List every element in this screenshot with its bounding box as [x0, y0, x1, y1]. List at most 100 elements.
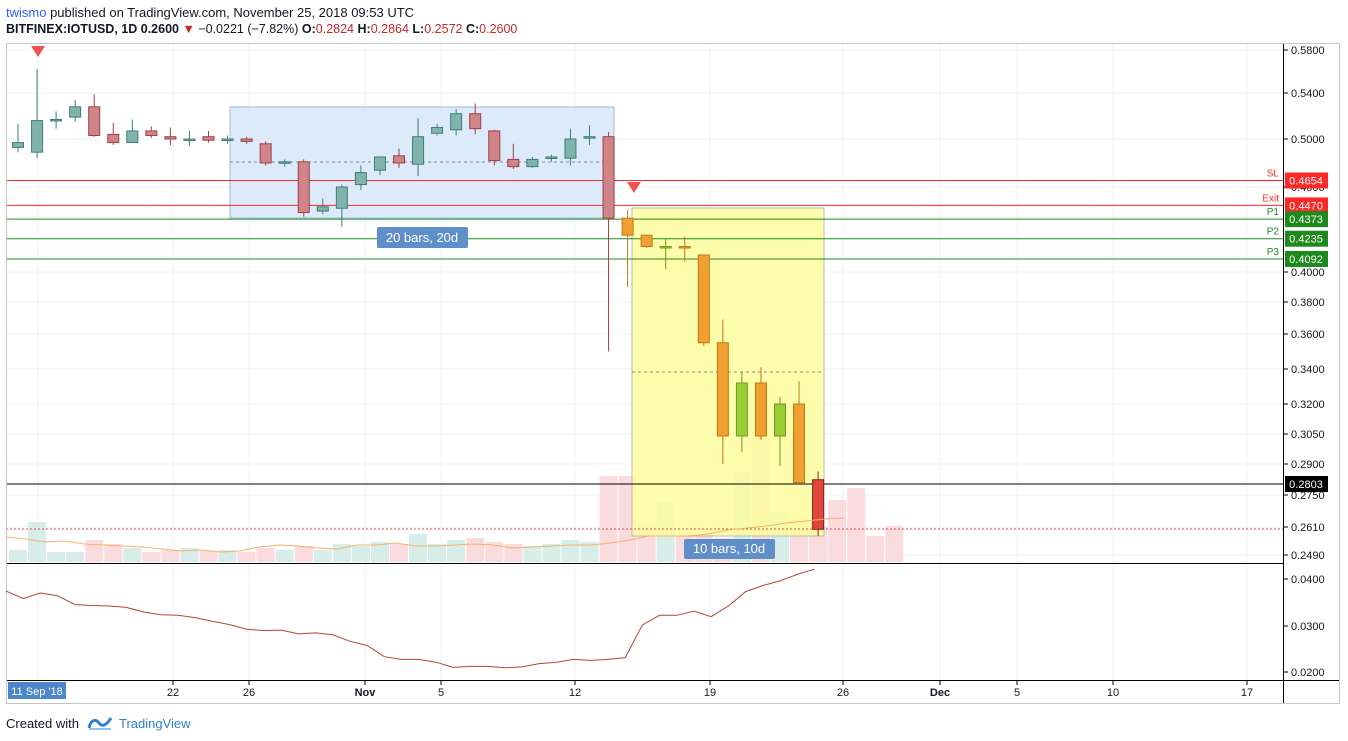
level-label-p2: P2: [1267, 227, 1280, 238]
candle-body-38: [735, 382, 748, 437]
time-tick-6: 19: [704, 687, 716, 699]
level-label-exit: Exit: [1262, 193, 1279, 204]
level-tag-bg-p1: [1285, 211, 1328, 228]
price-tick-13: 0.2490: [1291, 550, 1325, 562]
volume-bar-2: [47, 552, 66, 562]
volume-bar-28: [542, 544, 561, 562]
candle-body-27: [526, 158, 539, 168]
candle-body-32: [621, 217, 634, 236]
level-tag-bg-p2: [1285, 230, 1328, 247]
created-with-text: Created with: [6, 715, 79, 731]
sell-marker-1-icon: [31, 46, 45, 57]
level-tag-p3: 0.4092: [1289, 254, 1323, 266]
time-tick-2: 26: [243, 687, 255, 699]
price-tick-8: 0.3200: [1291, 399, 1325, 411]
volume-bar-29: [561, 540, 580, 562]
time-axis[interactable]: 11 Sep '18 22 26 Nov 5 12 19 26 Dec 5 10 17: [8, 680, 1253, 699]
price-axis[interactable]: 0.58000.54000.50000.46000.40000.38000.36…: [1283, 45, 1325, 562]
indicator-axis[interactable]: 0.0400 0.0300 0.0200: [1283, 574, 1325, 679]
candle-body-1: [31, 120, 44, 153]
candle-body-36: [697, 254, 710, 344]
candle-body-31: [602, 136, 615, 219]
candle-body-23: [450, 113, 463, 131]
volume-bar-19: [370, 542, 389, 562]
candle-body-30: [583, 136, 596, 139]
candle-body-18: [354, 172, 367, 186]
volume-bar-12: [237, 552, 256, 562]
low-label: L:: [412, 22, 425, 36]
level-tag-sl: 0.4654: [1289, 176, 1323, 188]
volume-bar-24: [466, 538, 485, 562]
symbol-name: BITFINEX:IOTUSD, 1D: [6, 22, 138, 36]
candle-body-13: [259, 143, 272, 164]
chart-outer-border: [6, 43, 1340, 704]
volume-bar-14: [275, 550, 294, 562]
level-label-p3: P3: [1267, 247, 1280, 258]
time-tick-11: 17: [1241, 687, 1253, 699]
candle-body-26: [507, 158, 520, 168]
last-price: 0.2600: [140, 22, 179, 36]
candle-body-28: [545, 156, 558, 159]
volume-bar-44: [847, 488, 866, 562]
candle-body-20: [393, 155, 405, 164]
open-value: 0.2824: [315, 22, 355, 36]
price-tick-5: 0.3800: [1291, 297, 1325, 309]
close-value: 0.2600: [479, 22, 518, 36]
time-tick-1: 22: [167, 687, 179, 699]
symbol-line: BITFINEX:IOTUSD, 1D 0.2600 ▼ −0.0221 (−7…: [6, 21, 517, 38]
ind-tick-2: 0.0200: [1291, 667, 1325, 679]
volume-bar-26: [504, 544, 523, 562]
candle-body-19: [373, 156, 386, 171]
candle-body-6: [126, 130, 139, 144]
volume-bar-27: [523, 546, 542, 562]
candle-body-7: [145, 130, 158, 137]
price-change: −0.0221 (−7.82%): [198, 22, 299, 36]
price-tick-2: 0.5000: [1291, 134, 1325, 146]
author-link[interactable]: twismo: [6, 5, 47, 20]
tradingview-logo-icon: [87, 717, 113, 730]
volume-bar-46: [885, 526, 904, 562]
price-tick-0: 0.5800: [1291, 45, 1325, 57]
volume-bar-1: [28, 522, 47, 562]
high-label: H:: [357, 22, 371, 36]
level-label-p1: P1: [1267, 207, 1280, 218]
candle-body-0: [12, 142, 24, 148]
volume-bar-6: [123, 548, 142, 562]
candle-body-5: [107, 133, 120, 144]
candle-body-15: [297, 161, 310, 214]
candle-body-3: [69, 106, 82, 118]
high-value: 0.2864: [370, 22, 409, 36]
sell-marker-2-icon: [627, 182, 641, 193]
time-tick-4: 5: [438, 687, 444, 699]
published-text: published on TradingView.com, November 2…: [50, 5, 415, 20]
candle-body-10: [202, 136, 215, 141]
ind-tick-1: 0.0300: [1291, 621, 1325, 633]
candle-body-24: [469, 113, 482, 130]
candle-body-14: [278, 161, 291, 164]
chart-header: twismo published on TradingView.com, Nov…: [6, 4, 517, 38]
candle-body-33: [640, 234, 653, 248]
volume-bar-10: [199, 551, 218, 562]
candle-body-42: [812, 479, 825, 530]
publish-line: twismo published on TradingView.com, Nov…: [6, 4, 517, 21]
time-tick-8: Dec: [930, 687, 950, 699]
candle-body-16: [316, 206, 329, 212]
time-tick-3: Nov: [355, 687, 377, 699]
price-tick-12: 0.2610: [1291, 522, 1325, 534]
volume-bar-23: [447, 540, 466, 562]
candle-body-35: [678, 246, 691, 249]
tradingview-link[interactable]: TradingView: [118, 715, 191, 731]
current-price-tag-text: 0.2803: [1289, 479, 1323, 491]
level-tag-exit: 0.4470: [1289, 200, 1323, 212]
low-value: 0.2572: [424, 22, 463, 36]
volume-bar-16: [313, 550, 332, 562]
grid-lines: [6, 44, 1283, 680]
candle-body-41: [793, 403, 806, 484]
range-label-1: 20 bars, 20d: [377, 227, 468, 248]
down-arrow-icon: ▼: [182, 22, 195, 36]
range-label-2-text: 10 bars, 10d: [693, 541, 765, 556]
price-tick-6: 0.3600: [1291, 329, 1325, 341]
time-tick-10: 10: [1107, 687, 1119, 699]
level-tag-bg-p3: [1285, 250, 1328, 267]
